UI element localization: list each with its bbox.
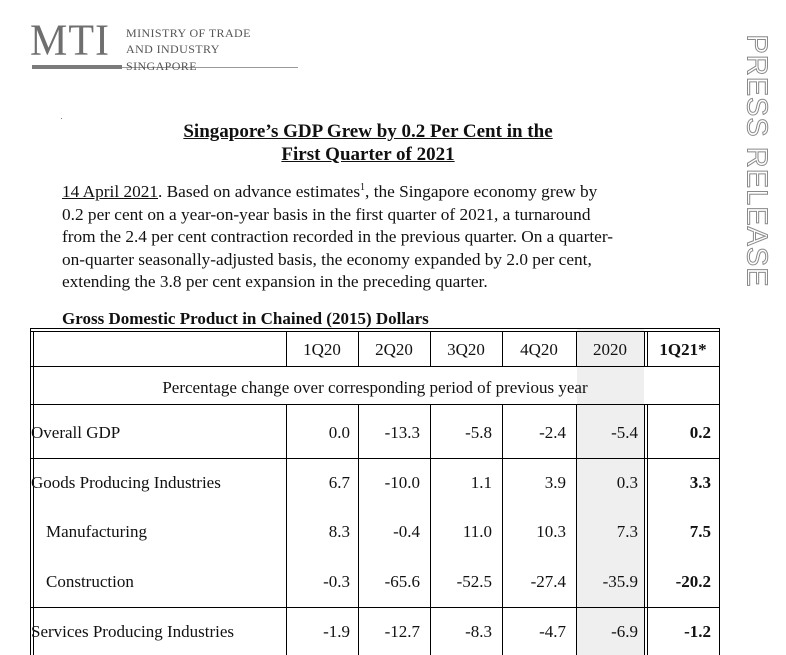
table-cell: -12.7	[384, 622, 420, 641]
title-line-1: Singapore’s GDP Grew by 0.2 Per Cent in …	[183, 121, 553, 142]
title-line-2: First Quarter of 2021	[281, 144, 455, 165]
paragraph-line-2: 0.2 per cent on a year-on-year basis in …	[62, 204, 591, 224]
col-4q20-border-lower	[576, 404, 577, 655]
table-cell: -0.3	[323, 572, 350, 591]
paragraph-line-3: from the 2.4 per cent contraction record…	[62, 227, 613, 246]
table-left-border	[30, 328, 31, 655]
table-cell: -2.4	[539, 423, 566, 442]
logo-line-1: MINISTRY OF TRADE	[126, 26, 251, 40]
header-4q20: 4Q20	[520, 340, 558, 359]
table-cell: -8.3	[465, 622, 492, 641]
table-cell: -52.5	[456, 572, 492, 591]
table-cell: 11.0	[462, 522, 492, 541]
paragraph-line-1: 14 April 2021. Based on advance estimate…	[62, 181, 702, 204]
header-3q20: 3Q20	[447, 340, 485, 359]
table-subheader: Percentage change over corresponding per…	[162, 378, 588, 397]
header-2q20: 2Q20	[375, 340, 413, 359]
header-2020: 2020	[593, 340, 627, 359]
table-title: Gross Domestic Product in Chained (2015)…	[62, 309, 429, 328]
paragraph-line-4: on-quarter seasonally-adjusted basis, th…	[62, 249, 592, 269]
col-3q20-border	[502, 331, 503, 366]
col-2020-border-lower	[644, 404, 645, 655]
header-1q21: 1Q21*	[659, 340, 707, 359]
table-cell: -27.4	[530, 572, 566, 591]
table-cell: 3.9	[544, 473, 566, 492]
press-release-text: PRESS RELEASE	[740, 34, 773, 288]
logo-line-2: AND INDUSTRY	[126, 42, 220, 56]
col-1q20-border-lower	[358, 404, 359, 655]
paragraph-line-1-text: . Based on advance estimates	[158, 182, 361, 201]
col-1q20-border	[358, 331, 359, 366]
logo-mark: MTI	[30, 16, 110, 66]
col-2q20-border	[430, 331, 431, 366]
logo-bar	[32, 65, 122, 69]
column-2020-shade	[577, 329, 644, 655]
table-cell: -0.4	[393, 522, 420, 541]
page-speck	[61, 118, 62, 119]
press-release-label: PRESS RELEASE	[738, 26, 774, 296]
table-cell: -6.9	[611, 622, 638, 641]
label-col-border-lower	[286, 404, 287, 655]
logo-rule	[122, 67, 298, 68]
col-2q20-border-lower	[430, 404, 431, 655]
table-cell: 7.3	[616, 522, 638, 541]
paragraph-line-1-end: , the Singapore economy grew by	[365, 182, 598, 201]
table-cell: 8.3	[328, 522, 350, 541]
col-3q20-border-lower	[502, 404, 503, 655]
header-bottom-border	[30, 366, 720, 367]
table-cell: -5.8	[465, 423, 492, 442]
table-cell: 0.2	[689, 423, 711, 442]
table-cell: -1.2	[684, 622, 711, 641]
table-top-border	[30, 328, 720, 329]
header-1q20: 1Q20	[303, 340, 341, 359]
row-4-bottom-border	[30, 607, 720, 608]
row-1-bottom-border	[30, 458, 720, 459]
table-cell: 7.5	[689, 522, 711, 541]
col-2020-border-b	[647, 331, 648, 366]
table-cell: 3.3	[689, 473, 711, 492]
table-top-border-2	[30, 331, 720, 332]
page-title: Singapore’s GDP Grew by 0.2 Per Cent in …	[140, 120, 596, 166]
release-date: 14 April 2021	[62, 182, 159, 201]
label-col-border	[286, 331, 287, 366]
row-label-construction: Construction	[46, 572, 134, 591]
mti-logo: MTI MINISTRY OF TRADE AND INDUSTRY SINGA…	[30, 16, 298, 82]
table-cell: 10.3	[536, 522, 566, 541]
table-cell: -5.4	[611, 423, 638, 442]
lead-paragraph: 14 April 2021. Based on advance estimate…	[62, 181, 702, 294]
footnote-marker: 1	[360, 182, 366, 194]
row-label-goods-producing: Goods Producing Industries	[31, 473, 221, 492]
table-cell: -4.7	[539, 622, 566, 641]
row-label-services-producing: Services Producing Industries	[31, 622, 235, 641]
table-right-border	[719, 328, 720, 655]
table-left-border-2	[33, 331, 34, 655]
col-2020-border-lower-b	[647, 404, 648, 655]
table-cell: -35.9	[602, 572, 638, 591]
gdp-table: 1Q20 2Q20 3Q20 4Q20 2020 1Q21* Percentag…	[30, 328, 720, 655]
table-cell: 1.1	[470, 473, 492, 492]
table-cell: -10.0	[384, 473, 420, 492]
table-cell: -1.9	[323, 622, 350, 641]
table-cell: 6.7	[328, 473, 350, 492]
table-cell: -20.2	[675, 572, 711, 591]
subheader-bottom-border	[30, 404, 720, 405]
col-4q20-border	[576, 331, 577, 366]
row-label-manufacturing: Manufacturing	[46, 522, 148, 541]
table-cell: 0.0	[328, 423, 350, 442]
table-cell: -13.3	[384, 423, 420, 442]
col-2020-border	[644, 331, 645, 366]
row-label-overall-gdp: Overall GDP	[31, 423, 121, 442]
paragraph-line-5: extending the 3.8 per cent expansion in …	[62, 272, 488, 291]
logo-line-3: SINGAPORE	[126, 59, 197, 73]
table-cell: -65.6	[384, 572, 420, 591]
table-cell: 0.3	[616, 473, 638, 492]
